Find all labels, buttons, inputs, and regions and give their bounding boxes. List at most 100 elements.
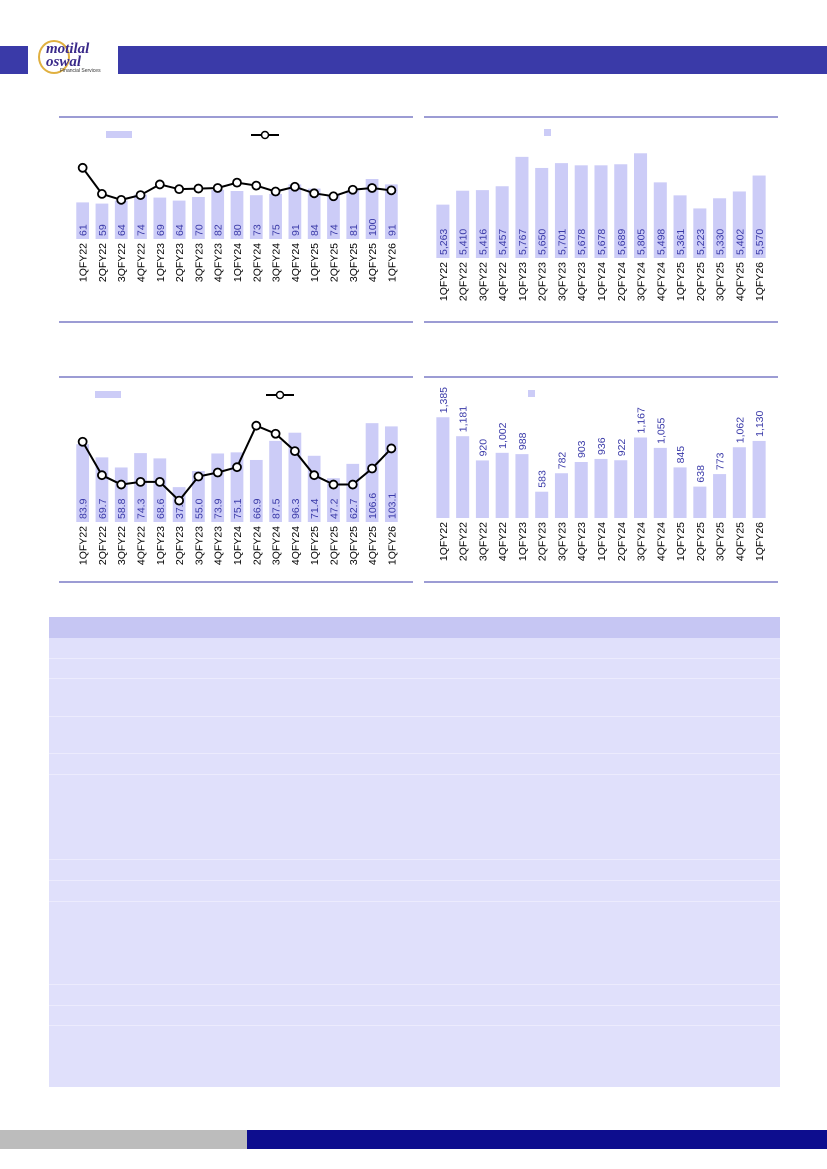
bar: [365, 179, 379, 239]
table-row: [49, 985, 780, 1006]
x-tick-label: 2QFY24: [616, 522, 628, 561]
line-point: [77, 162, 88, 173]
x-tick-label: 2QFY23: [537, 262, 549, 301]
bar: [327, 478, 340, 522]
x-tick-label: 2QFY24: [616, 262, 628, 301]
bar: [288, 184, 302, 239]
line-point: [212, 467, 223, 478]
bar: [653, 447, 667, 518]
bar-value-label: 100: [367, 218, 379, 236]
bar: [713, 474, 727, 518]
x-tick-label: 2QFY25: [695, 522, 707, 561]
bar-value-label: 5,402: [734, 229, 746, 255]
line-point: [212, 183, 223, 193]
bar-value-label: 62.7: [348, 498, 360, 519]
table-row: [49, 717, 780, 754]
bar: [327, 194, 340, 239]
bar-value-label: 1,002: [497, 422, 509, 448]
bar: [249, 195, 263, 239]
bar-value-label: 75: [271, 224, 283, 236]
x-tick-label: 3QFY22: [477, 522, 489, 561]
table-row: [49, 754, 780, 775]
bar-value-label: 903: [576, 440, 588, 458]
line-point: [309, 470, 320, 481]
x-tick-label: 3QFY24: [271, 243, 283, 282]
x-tick-label: 1QFY22: [78, 243, 90, 282]
x-tick-label: 1QFY26: [754, 262, 766, 301]
x-tick-label: 3QFY23: [193, 526, 205, 565]
table-row: [49, 860, 780, 881]
bar-value-label: 5,570: [754, 229, 766, 255]
bar-value-label: 74: [136, 224, 148, 236]
table-row: [49, 775, 780, 860]
line-point: [77, 436, 88, 447]
bar: [752, 440, 766, 518]
bar: [269, 194, 282, 239]
line-point: [367, 463, 377, 474]
x-tick-label: 3QFY25: [715, 262, 727, 301]
legend-bar-swatch: [544, 129, 551, 136]
x-tick-label: 4QFY24: [290, 526, 302, 565]
bar-value-label: 106.6: [367, 493, 379, 519]
bar-value-label: 83.9: [78, 498, 90, 519]
bar: [673, 195, 687, 258]
line-point: [347, 479, 358, 490]
x-tick-label: 2QFY22: [458, 522, 470, 561]
bar-value-label: 1,130: [754, 410, 766, 436]
x-tick-label: 3QFY22: [477, 262, 489, 301]
table-row: [49, 1006, 780, 1026]
x-tick-label: 1QFY23: [155, 243, 167, 282]
x-tick-label: 1QFY24: [232, 526, 244, 565]
bar-value-label: 66.9: [251, 498, 263, 519]
line-point: [116, 194, 127, 205]
bar-value-label: 69: [155, 224, 167, 236]
chart-2: 5,263 1QFY22 5,410 2QFY22 5,416 3QFY22 5,457 4Q…: [424, 116, 778, 323]
bar-value-label: 5,650: [537, 229, 549, 255]
bar: [495, 452, 509, 518]
bar-value-label: 5,678: [596, 229, 608, 255]
bar: [752, 175, 766, 258]
header-left-block: [0, 46, 28, 74]
bar: [269, 440, 282, 522]
bar: [574, 165, 588, 258]
line-point: [386, 185, 397, 196]
bar: [249, 459, 263, 522]
x-tick-label: 1QFY23: [517, 262, 529, 301]
x-tick-label: 3QFY23: [193, 243, 205, 282]
bar-value-label: 64: [174, 224, 186, 236]
bar: [574, 462, 588, 518]
bar-value-label: 96.3: [290, 498, 302, 519]
x-tick-label: 2QFY22: [97, 243, 109, 282]
x-tick-label: 3QFY24: [271, 526, 283, 565]
line-point: [289, 446, 300, 457]
bar: [211, 189, 225, 239]
bar-value-label: 1,167: [636, 407, 648, 433]
x-tick-label: 4QFY23: [576, 262, 588, 301]
bar: [153, 458, 167, 522]
line-point: [347, 184, 358, 195]
x-tick-label: 2QFY25: [328, 243, 340, 282]
bar: [554, 163, 568, 258]
bar: [515, 454, 529, 518]
line-point: [270, 428, 281, 439]
x-tick-label: 1QFY26: [754, 522, 766, 561]
bar-value-label: 936: [596, 437, 608, 455]
x-tick-label: 1QFY25: [309, 243, 321, 282]
bar: [134, 194, 147, 239]
bar: [436, 417, 450, 518]
line-point: [97, 470, 107, 481]
bar-value-label: 74.3: [136, 498, 148, 519]
line-point: [251, 180, 262, 191]
table-header: [49, 617, 780, 638]
bar-value-label: 75.1: [232, 498, 244, 519]
x-tick-label: 4QFY24: [655, 262, 667, 301]
bar-value-label: 74: [328, 224, 340, 236]
bar-value-label: 82: [213, 224, 225, 236]
x-tick-label: 4QFY25: [367, 243, 379, 282]
bar: [673, 467, 687, 518]
bar: [634, 153, 648, 258]
x-tick-label: 2QFY23: [174, 243, 186, 282]
bar-value-label: 47.2: [328, 498, 340, 519]
line-point: [97, 189, 107, 199]
x-tick-label: 3QFY25: [715, 522, 727, 561]
